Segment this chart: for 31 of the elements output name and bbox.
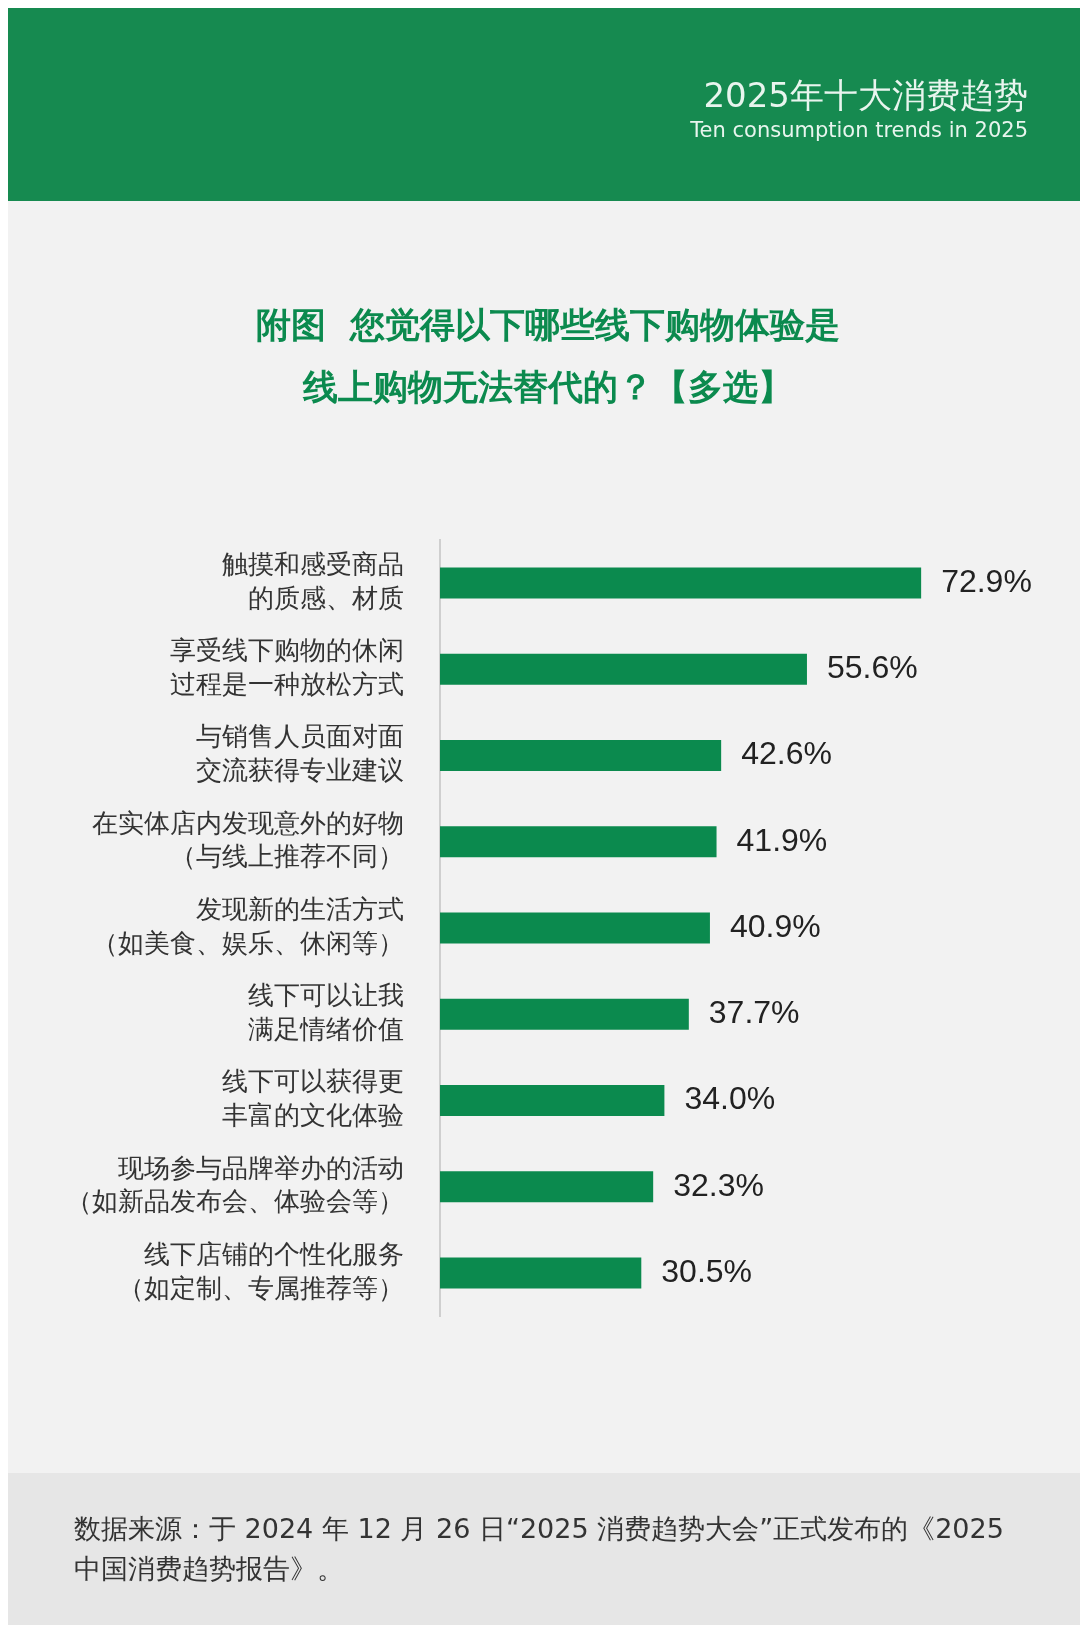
y-tick-label: 触摸和感受商品的质感、材质 bbox=[222, 548, 404, 613]
data-label: 34.0% bbox=[684, 1080, 776, 1117]
y-tick-label: 在实体店内发现意外的好物（与线上推荐不同） bbox=[92, 807, 404, 872]
text: Ten consumption trends in 2025 bbox=[690, 117, 1028, 144]
bar bbox=[440, 739, 722, 771]
y-tick-label: 与销售人员面对面交流获得专业建议 bbox=[196, 721, 404, 786]
bar bbox=[440, 567, 922, 599]
y-tick-label: 线下可以获得更丰富的文化体验 bbox=[222, 1066, 404, 1131]
bar bbox=[440, 1257, 642, 1289]
bar bbox=[440, 826, 717, 858]
bar bbox=[440, 1171, 654, 1203]
data-label: 40.9% bbox=[729, 907, 821, 944]
y-tick-label: 线下可以让我满足情绪价值 bbox=[248, 980, 404, 1044]
y-tick-label: 发现新的生活方式（如美食、娱乐、休闲等） bbox=[92, 893, 404, 958]
y-tick-label: 现场参与品牌举办的活动（如新品发布会、体验会等） bbox=[66, 1152, 404, 1217]
data-label: 72.9% bbox=[941, 562, 1032, 599]
data-label: 30.5% bbox=[661, 1252, 753, 1289]
data-label: 32.3% bbox=[673, 1166, 764, 1203]
bar bbox=[440, 653, 807, 685]
data-label: 42.6% bbox=[741, 735, 832, 772]
y-tick-label: 线下店铺的个性化服务（如定制、专属推荐等） bbox=[118, 1238, 404, 1303]
bar bbox=[440, 1085, 665, 1117]
y-tick-label: 享受线下购物的休闲过程是一种放松方式 bbox=[170, 635, 404, 699]
bar bbox=[440, 998, 689, 1030]
data-label: 37.7% bbox=[708, 994, 800, 1031]
source-note: 数据来源：于 2024 年 12 月 26 日“2025 消费趋势大会”正式发布的《2025 中国消费趋势报告》。 bbox=[74, 1512, 1005, 1586]
chart-subtitle: 2025年十大消费趋势 bbox=[702, 74, 1028, 116]
data-label: 41.9% bbox=[736, 821, 828, 858]
data-label: 55.6% bbox=[826, 649, 918, 686]
bar bbox=[440, 912, 710, 944]
chart-title: 附图 您觉得以下哪些线下购物体验是线上购物无法替代的？【多选】 bbox=[254, 304, 842, 409]
